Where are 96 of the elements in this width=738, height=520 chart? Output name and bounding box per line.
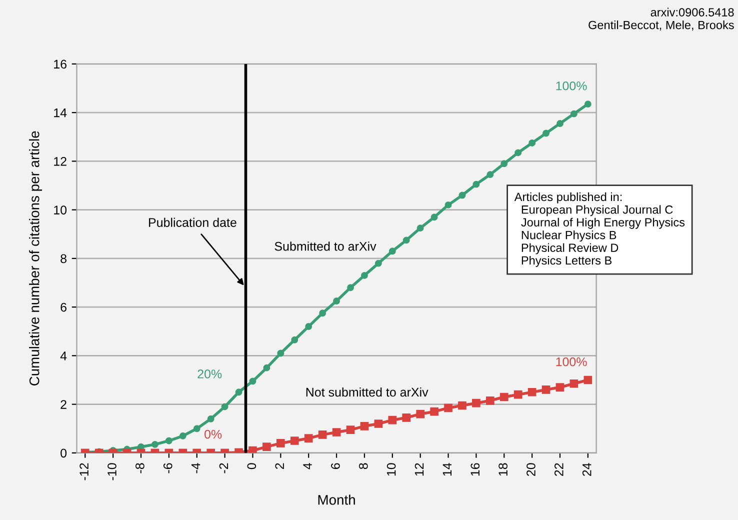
point bbox=[584, 100, 592, 108]
x-tick-label: 16 bbox=[470, 463, 480, 476]
point bbox=[430, 214, 438, 221]
y-tick-label: 2 bbox=[60, 400, 66, 409]
x-tick-label: 10 bbox=[386, 463, 396, 476]
y-tick-label: 0 bbox=[60, 448, 67, 458]
text: arxiv:0906.5418 Gentil-Beccot, Mele, Brooks bbox=[588, 8, 734, 31]
point bbox=[249, 378, 256, 385]
point bbox=[179, 432, 186, 440]
annotation: 100% bbox=[556, 81, 587, 90]
point bbox=[332, 428, 341, 436]
x-tick-label: -12 bbox=[80, 463, 88, 480]
point bbox=[416, 224, 424, 232]
point bbox=[472, 180, 480, 188]
point bbox=[486, 396, 494, 405]
point bbox=[514, 390, 522, 399]
point bbox=[500, 160, 508, 168]
point bbox=[263, 364, 270, 372]
x-tick-label: 4 bbox=[303, 463, 312, 470]
annotation: Articles published in: European Physical Journal C Journal of High Energy Physics Nuclear Physics B Physical Review D Physics Letters B bbox=[514, 192, 685, 267]
point bbox=[360, 422, 369, 430]
y-tick-label: 12 bbox=[54, 157, 66, 166]
point bbox=[276, 439, 285, 448]
y-tick-label: 4 bbox=[60, 352, 67, 360]
point bbox=[346, 426, 355, 434]
x-tick-label: 22 bbox=[554, 463, 564, 476]
x-tick-label: -4 bbox=[191, 463, 200, 474]
x-tick-label: 20 bbox=[526, 463, 536, 476]
annotation: 0% bbox=[204, 430, 222, 439]
x-tick-label: 14 bbox=[442, 463, 452, 476]
point bbox=[500, 392, 508, 402]
y-tick-label: 10 bbox=[54, 206, 67, 214]
point bbox=[374, 420, 383, 428]
x-tick-label: 6 bbox=[331, 463, 340, 469]
point bbox=[291, 336, 298, 344]
point bbox=[514, 149, 522, 156]
point bbox=[165, 437, 172, 444]
point bbox=[444, 201, 452, 208]
point bbox=[305, 323, 312, 330]
point bbox=[430, 407, 438, 416]
series-label: Not submitted to arXiv bbox=[306, 387, 428, 397]
point bbox=[556, 383, 564, 392]
point bbox=[472, 398, 480, 408]
point bbox=[542, 386, 550, 394]
y-tick-label: 16 bbox=[54, 60, 66, 69]
x-tick-label: -6 bbox=[163, 463, 172, 474]
point bbox=[458, 192, 466, 199]
point bbox=[374, 260, 382, 267]
point bbox=[318, 430, 327, 439]
x-tick-label: 12 bbox=[414, 463, 424, 476]
point bbox=[388, 248, 396, 255]
point bbox=[444, 404, 452, 412]
point bbox=[388, 416, 397, 424]
x-tick-label: 18 bbox=[498, 463, 508, 476]
x-tick-label: -10 bbox=[108, 463, 116, 480]
point bbox=[570, 379, 578, 388]
annotation: 20% bbox=[198, 370, 222, 378]
point bbox=[207, 415, 214, 422]
point bbox=[290, 436, 299, 445]
x-tick-label: 2 bbox=[275, 463, 284, 469]
point bbox=[235, 388, 242, 396]
point bbox=[416, 410, 424, 418]
point bbox=[360, 272, 368, 279]
point bbox=[193, 425, 200, 432]
point bbox=[304, 434, 313, 442]
ref-line-label: Publication date bbox=[149, 218, 236, 227]
point bbox=[151, 440, 158, 448]
point bbox=[221, 403, 228, 410]
point bbox=[584, 376, 592, 384]
point bbox=[458, 401, 466, 410]
x-tick-label: 0 bbox=[247, 463, 256, 470]
point bbox=[528, 139, 536, 146]
point bbox=[528, 388, 536, 396]
point bbox=[319, 310, 326, 317]
y-tick-label: 14 bbox=[54, 108, 67, 118]
point bbox=[402, 236, 410, 244]
point bbox=[402, 414, 411, 422]
annotation: 100% bbox=[556, 357, 587, 366]
y-tick-label: 6 bbox=[60, 302, 66, 312]
point bbox=[248, 446, 257, 453]
x-tick-label: 24 bbox=[582, 463, 592, 476]
point bbox=[347, 284, 354, 292]
x-tick-label: 8 bbox=[358, 463, 368, 470]
point bbox=[333, 298, 340, 304]
point bbox=[262, 442, 271, 452]
point bbox=[542, 130, 550, 137]
x-tick-label: -8 bbox=[136, 463, 144, 474]
point bbox=[277, 350, 284, 357]
x-tick-label: -2 bbox=[219, 463, 228, 474]
y-axis-title: Cumulative number of citations per article bbox=[29, 131, 42, 386]
x-axis-title: Month bbox=[318, 494, 355, 505]
y-tick-label: 8 bbox=[60, 254, 66, 264]
point bbox=[556, 120, 564, 127]
point bbox=[486, 171, 494, 178]
point bbox=[570, 110, 578, 118]
series-label: Submitted to arXiv bbox=[274, 242, 376, 251]
